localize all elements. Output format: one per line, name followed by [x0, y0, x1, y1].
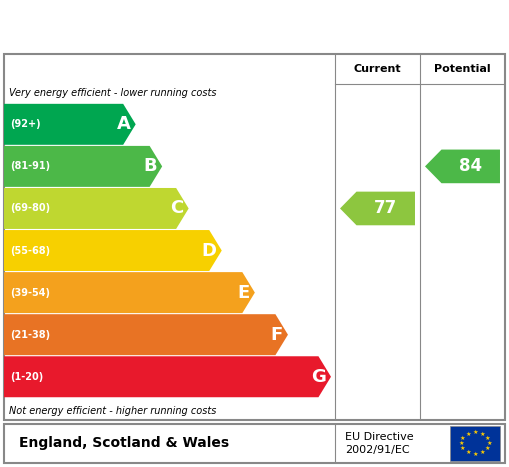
Text: F: F	[271, 325, 283, 344]
Text: (92+): (92+)	[10, 119, 41, 129]
Text: Current: Current	[354, 64, 401, 74]
Text: ★: ★	[465, 451, 471, 455]
FancyBboxPatch shape	[450, 426, 500, 461]
Text: 84: 84	[459, 157, 483, 176]
Text: ★: ★	[460, 436, 466, 440]
Text: ★: ★	[479, 432, 485, 437]
Text: 77: 77	[374, 199, 398, 218]
Text: ★: ★	[479, 451, 485, 455]
Polygon shape	[4, 356, 331, 397]
Text: (1-20): (1-20)	[10, 372, 43, 382]
Polygon shape	[4, 314, 288, 355]
Polygon shape	[4, 104, 136, 145]
Text: (81-91): (81-91)	[10, 162, 50, 171]
Text: EU Directive
2002/91/EC: EU Directive 2002/91/EC	[345, 432, 414, 455]
Text: A: A	[117, 115, 131, 133]
Text: ★: ★	[484, 436, 490, 440]
Text: G: G	[311, 368, 326, 386]
Text: ★: ★	[465, 432, 471, 437]
Polygon shape	[4, 230, 222, 271]
Text: ★: ★	[472, 430, 478, 435]
Text: C: C	[171, 199, 184, 218]
Text: Potential: Potential	[434, 64, 491, 74]
Text: (21-38): (21-38)	[10, 330, 50, 340]
Polygon shape	[4, 188, 189, 229]
Text: (39-54): (39-54)	[10, 288, 50, 297]
Text: (55-68): (55-68)	[10, 246, 50, 255]
Text: Very energy efficient - lower running costs: Very energy efficient - lower running co…	[9, 88, 216, 98]
Polygon shape	[340, 191, 415, 225]
Text: ★: ★	[472, 452, 478, 457]
Text: Not energy efficient - higher running costs: Not energy efficient - higher running co…	[9, 406, 216, 417]
Text: Energy Efficiency Rating: Energy Efficiency Rating	[15, 13, 341, 37]
Text: ★: ★	[484, 446, 490, 452]
Text: ★: ★	[460, 446, 466, 452]
Text: England, Scotland & Wales: England, Scotland & Wales	[19, 437, 229, 451]
Polygon shape	[4, 146, 162, 187]
Text: E: E	[238, 283, 250, 302]
Polygon shape	[4, 272, 255, 313]
Text: ★: ★	[458, 441, 464, 446]
Text: B: B	[144, 157, 157, 176]
Text: (69-80): (69-80)	[10, 204, 50, 213]
Text: ★: ★	[486, 441, 492, 446]
Polygon shape	[425, 149, 500, 183]
Text: D: D	[202, 241, 217, 260]
